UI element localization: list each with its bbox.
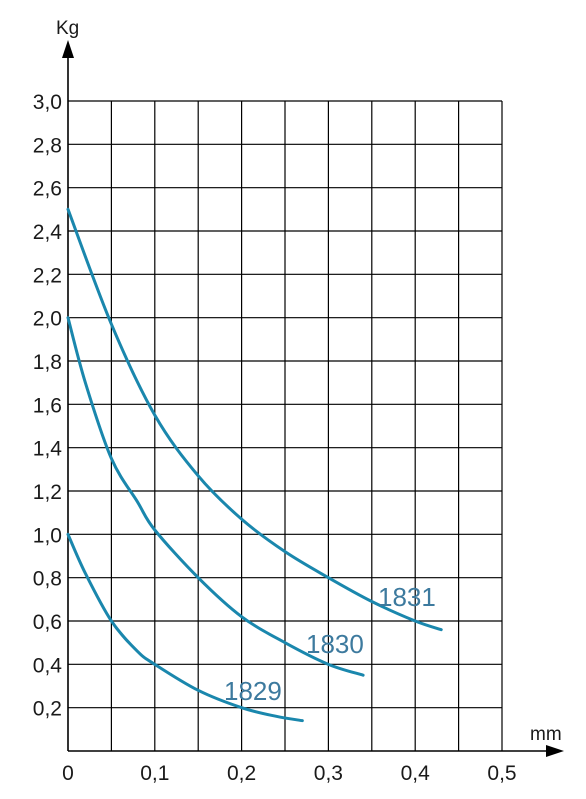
- y-tick-label: 0,4: [33, 654, 63, 677]
- x-tick-label: 0,3: [314, 762, 343, 785]
- y-tick-label: 1,4: [33, 438, 63, 461]
- y-tick-label: 0,6: [33, 611, 62, 634]
- y-tick-label: 1,8: [33, 351, 62, 374]
- series-labels: 1829 1830 1831: [224, 582, 436, 706]
- y-tick-labels: 0,2 0,4 0,6 0,8 1,0 1,2 1,4 1,6 1,8 2,0 2,2 2,4 2,6 2…: [33, 91, 63, 721]
- x-tick-label: 0,1: [140, 762, 169, 785]
- y-tick-label: 1,0: [33, 524, 62, 547]
- x-tick-label: 0,5: [487, 762, 516, 785]
- y-tick-label: 2,4: [33, 221, 63, 244]
- x-axis-arrow: [546, 745, 564, 757]
- series-line-1829: [66, 532, 304, 723]
- y-axis-arrow: [62, 40, 74, 58]
- series-line-1831: [66, 207, 443, 632]
- axes: [62, 40, 564, 757]
- grid: [68, 100, 503, 751]
- y-tick-label: 1,6: [33, 394, 62, 417]
- x-tick-labels: 0 0,1 0,2 0,3 0,4 0,5: [62, 762, 516, 785]
- x-axis-label: mm: [530, 724, 562, 745]
- series-line-1830: [66, 316, 365, 677]
- y-tick-label: 2,2: [33, 264, 62, 287]
- y-tick-label: 2,6: [33, 178, 62, 201]
- y-tick-label: 3,0: [33, 91, 62, 114]
- series-label-1829: 1829: [224, 676, 282, 706]
- y-tick-label: 0,8: [33, 568, 62, 591]
- series-label-1830: 1830: [306, 629, 364, 659]
- x-tick-label: 0,2: [227, 762, 256, 785]
- y-tick-label: 2,0: [33, 308, 62, 331]
- x-tick-label: 0,4: [401, 762, 431, 785]
- series-curves: [66, 207, 443, 723]
- y-tick-label: 2,8: [33, 134, 62, 157]
- x-tick-label: 0: [62, 762, 74, 785]
- y-tick-label: 0,2: [33, 698, 62, 721]
- y-tick-label: 1,2: [33, 481, 62, 504]
- series-label-1831: 1831: [378, 582, 436, 612]
- y-axis-label: Kg: [56, 18, 79, 39]
